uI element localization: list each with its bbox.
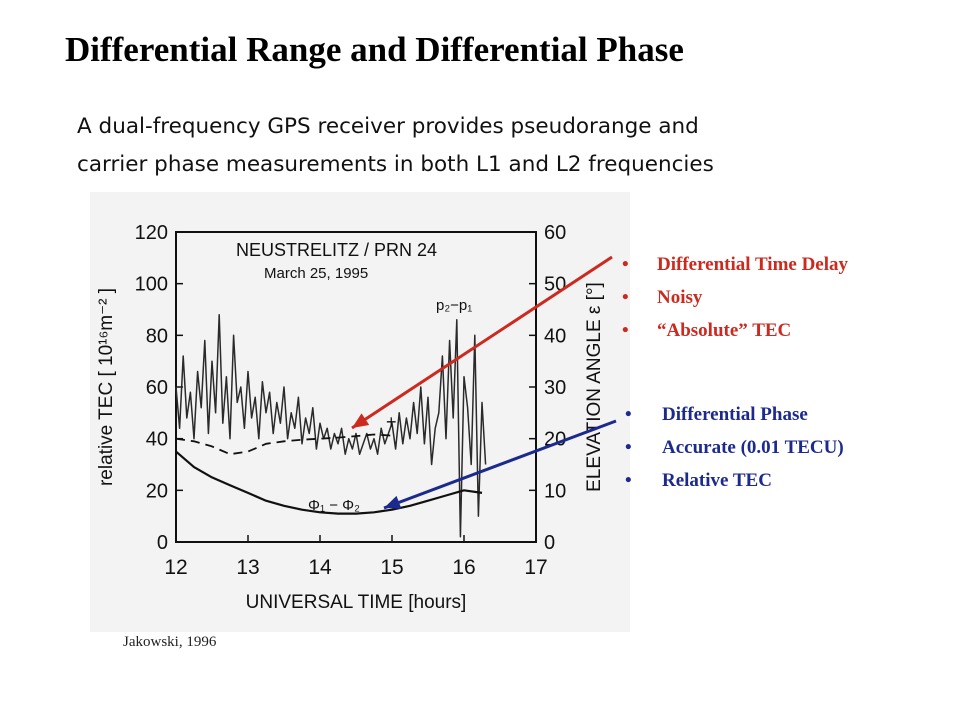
range-bullet-text: Differential Time Delay [657,254,849,275]
y-tick-label: 80 [146,325,168,347]
citation: Jakowski, 1996 [123,634,217,650]
subtitle-line-1: A dual-frequency GPS receiver provides p… [77,114,699,139]
y-tick-label: 20 [146,480,168,502]
chart-subtitle: March 25, 1995 [264,265,368,282]
chart-title: NEUSTRELITZ / PRN 24 [236,240,437,260]
range-callout-arrow [351,255,613,430]
x-axis-label: UNIVERSAL TIME [hours] [246,592,467,613]
y2-tick-label: 60 [544,222,566,244]
range-bullet-text: Noisy [657,287,703,308]
x-tick-label: 15 [380,556,403,579]
x-tick-label: 12 [164,556,187,579]
y2-tick-label: 0 [544,532,555,554]
range-bullet-text: “Absolute” TEC [657,320,792,341]
bullet-dot-icon: • [625,470,632,491]
x-tick-label: 16 [452,556,475,579]
bullet-dot-icon: • [622,254,629,275]
subtitle-line-2: carrier phase measurements in both L1 an… [77,152,714,177]
y-tick-label: 120 [135,222,168,244]
y2-tick-label: 30 [544,377,566,399]
y2-tick-label: 40 [544,325,566,347]
x-tick-label: 13 [236,556,259,579]
x-tick-label: 14 [308,556,332,579]
phase-bullet-text: Accurate (0.01 TECU) [662,437,844,458]
phase-callout-arrow [383,419,617,510]
slide-title: Differential Range and Differential Phas… [65,30,684,69]
range-series-line [175,313,487,538]
y-tick-label: 40 [146,429,168,451]
y-axis-label: relative TEC [ 10¹⁶m⁻² ] [96,288,117,486]
phase-callout-arrow-shaft [383,419,617,510]
y2-tick-label: 50 [544,274,566,296]
elevation-series-line [175,433,393,456]
y2-tick-label: 10 [544,480,566,502]
phase-curve-label: Φ₁ − Φ₂ [308,497,360,514]
y-tick-label: 60 [146,377,168,399]
bullet-dot-icon: • [622,287,629,308]
range-callout-arrow-head [352,413,370,428]
range-curve-label: p₂−p₁ [436,297,472,314]
bullet-dot-icon: • [625,404,632,425]
range-callout-arrow-shaft [351,255,613,430]
tec-figure: 0 20 40 60 80 100 120 0 10 20 30 40 50 60 12 13 14 15 16 17… [90,192,630,637]
phase-series-line [175,450,483,515]
y-tick-label: 100 [135,274,168,296]
y2-axis-label: ELEVATION ANGLE ε [°] [584,282,605,492]
phase-callout-arrow-head [384,495,402,509]
x-tick-label: 17 [524,556,547,579]
phase-bullet-text: Relative TEC [662,470,772,491]
bullet-dot-icon: • [625,437,632,458]
bullet-dot-icon: • [622,320,629,341]
y-tick-label: 0 [157,532,168,554]
phase-bullet-text: Differential Phase [662,404,808,425]
plus-marker: + [386,412,397,432]
subtitle: A dual-frequency GPS receiver provides p… [77,108,877,184]
